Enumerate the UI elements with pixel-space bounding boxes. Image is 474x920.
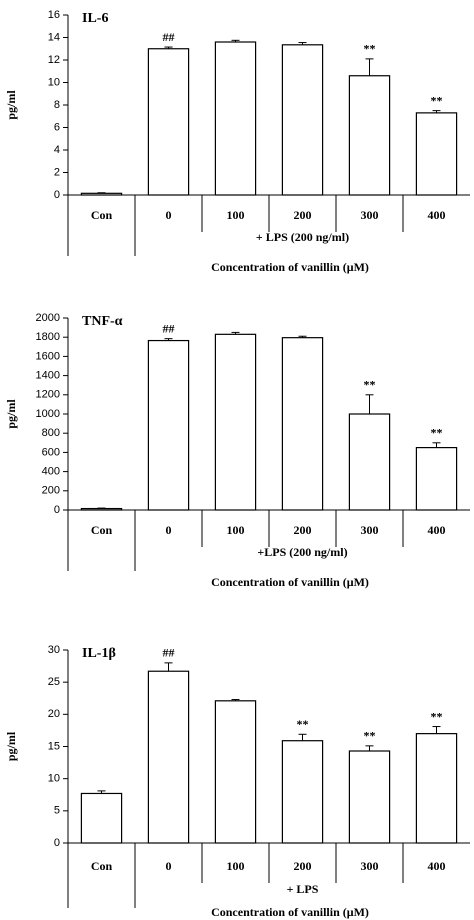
bar <box>214 700 257 844</box>
y-tick-label: 0 <box>54 504 60 516</box>
bar <box>147 670 190 844</box>
y-tick-label: 10 <box>48 76 60 88</box>
x-tick-label: 400 <box>428 208 446 222</box>
chart-title: IL-1β <box>82 646 116 661</box>
significance-label: ## <box>163 646 175 660</box>
bar <box>147 48 190 196</box>
y-tick-label: 1400 <box>36 370 60 382</box>
y-tick-label: 12 <box>48 54 60 66</box>
x-tick-label: 100 <box>227 859 245 873</box>
bar <box>214 41 257 196</box>
bar <box>80 192 123 196</box>
x-tick-label: 300 <box>361 859 379 873</box>
x-tick-label: 400 <box>428 859 446 873</box>
y-tick-label: 1200 <box>36 389 60 401</box>
y-tick-label: 2000 <box>36 312 60 324</box>
y-tick-label: 1600 <box>36 350 60 362</box>
significance-label: ** <box>431 93 443 107</box>
y-tick-label: 400 <box>42 466 60 478</box>
x-tick-label: 0 <box>166 859 172 873</box>
y-tick-label: 800 <box>42 427 60 439</box>
significance-label: ** <box>297 717 309 731</box>
significance-label: ## <box>163 321 175 335</box>
bar <box>214 333 257 511</box>
bar <box>348 750 391 844</box>
y-tick-label: 15 <box>48 740 60 752</box>
x-axis-label: Concentration of vanillin (μM) <box>211 260 369 274</box>
bar <box>80 507 123 511</box>
x-axis-label: Concentration of vanillin (μM) <box>211 575 369 589</box>
y-tick-label: 0 <box>54 837 60 849</box>
bar <box>147 339 190 511</box>
group-label: + LPS (200 ng/ml) <box>256 230 349 244</box>
bar <box>415 112 458 196</box>
bar <box>281 44 324 196</box>
bar <box>281 740 324 844</box>
bar <box>281 337 324 511</box>
y-tick-label: 2 <box>54 166 60 178</box>
x-tick-label: Con <box>91 523 113 537</box>
y-tick-label: 4 <box>54 144 60 156</box>
y-tick-label: 10 <box>48 773 60 785</box>
y-tick-label: 25 <box>48 676 60 688</box>
x-tick-label: 300 <box>361 523 379 537</box>
group-label: +LPS (200 ng/ml) <box>257 545 347 559</box>
significance-label: ** <box>364 378 376 392</box>
y-tick-label: 14 <box>48 31 60 43</box>
group-label: + LPS <box>287 882 319 896</box>
x-tick-label: 200 <box>294 859 312 873</box>
y-tick-label: 1800 <box>36 331 60 343</box>
x-tick-label: 200 <box>294 208 312 222</box>
significance-label: ** <box>364 42 376 56</box>
x-axis-label: Concentration of vanillin (μM) <box>211 905 369 919</box>
y-tick-label: 30 <box>48 644 60 656</box>
chart-title: TNF-α <box>82 314 123 329</box>
x-tick-label: Con <box>91 859 113 873</box>
bar <box>415 447 458 511</box>
x-tick-label: 200 <box>294 523 312 537</box>
significance-label: ## <box>163 30 175 44</box>
x-tick-label: 100 <box>227 523 245 537</box>
significance-label: ** <box>431 426 443 440</box>
y-tick-label: 16 <box>48 9 60 21</box>
bar <box>348 75 391 196</box>
y-tick-label: 20 <box>48 708 60 720</box>
y-tick-label: 8 <box>54 99 60 111</box>
y-tick-label: 5 <box>54 805 60 817</box>
x-tick-label: 100 <box>227 208 245 222</box>
y-tick-label: 600 <box>42 446 60 458</box>
x-tick-label: 400 <box>428 523 446 537</box>
y-tick-label: 6 <box>54 121 60 133</box>
x-tick-label: Con <box>91 208 113 222</box>
y-tick-label: 200 <box>42 485 60 497</box>
chart-title: IL-6 <box>82 11 108 26</box>
x-tick-label: 300 <box>361 208 379 222</box>
y-tick-label: 1000 <box>36 408 60 420</box>
bar <box>415 733 458 844</box>
significance-label: ** <box>364 729 376 743</box>
x-tick-label: 0 <box>166 208 172 222</box>
y-axis-label: pg/ml <box>4 90 18 120</box>
y-axis-label: pg/ml <box>4 731 18 761</box>
significance-label: ** <box>431 709 443 723</box>
bar <box>80 792 123 844</box>
x-tick-label: 0 <box>166 523 172 537</box>
bar <box>348 413 391 511</box>
y-tick-label: 0 <box>54 189 60 201</box>
y-axis-label: pg/ml <box>4 399 18 429</box>
